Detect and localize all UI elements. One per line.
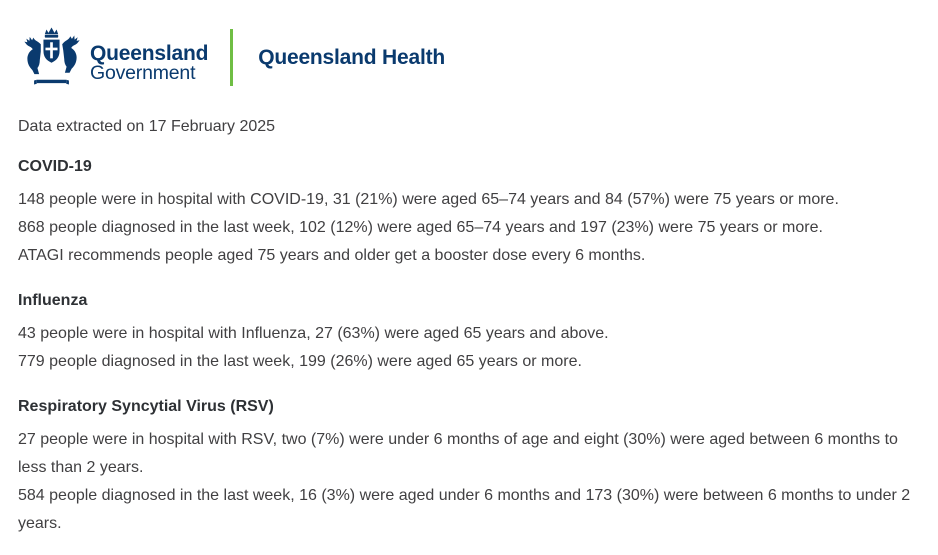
influenza-diagnosed-stat: 779 people diagnosed in the last week, 1…: [18, 353, 582, 370]
section-heading-rsv: Respiratory Syncytial Virus (RSV): [18, 398, 274, 415]
data-extracted-note: Data extracted on 17 February 2025: [18, 118, 276, 135]
covid-diagnosed-stat: 868 people diagnosed in the last week, 1…: [18, 219, 823, 236]
section-heading-covid-19: COVID-19: [18, 158, 92, 175]
rsv-diagnosed-stat: 584 people diagnosed in the last week, 1…: [18, 487, 911, 532]
covid-atagi-note: ATAGI recommends people aged 75 years an…: [18, 247, 646, 264]
logo-text-government: Government: [90, 62, 196, 85]
covid-hospital-stat: 148 people were in hospital with COVID-1…: [18, 191, 839, 208]
rsv-hospital-stat: 27 people were in hospital with RSV, two…: [18, 431, 898, 476]
site-header: Queensland Government Queensland Health: [0, 0, 938, 88]
header-divider: [230, 29, 234, 86]
section-covid-19: COVID-19 148 people were in hospital wit…: [18, 158, 920, 270]
logo-text-queensland: Queensland: [90, 41, 209, 65]
site-title-link[interactable]: Queensland Health: [258, 45, 446, 69]
section-heading-influenza: Influenza: [18, 292, 88, 309]
section-influenza: Influenza 43 people were in hospital wit…: [18, 292, 920, 376]
qld-government-logo-link[interactable]: Queensland Government: [18, 26, 208, 88]
gov-logo-text: Queensland Government: [90, 29, 208, 84]
influenza-hospital-stat: 43 people were in hospital with Influenz…: [18, 325, 609, 342]
content: Data extracted on 17 February 2025 COVID…: [18, 118, 920, 538]
section-rsv: Respiratory Syncytial Virus (RSV) 27 peo…: [18, 398, 920, 538]
coat-of-arms-icon: [18, 26, 85, 88]
